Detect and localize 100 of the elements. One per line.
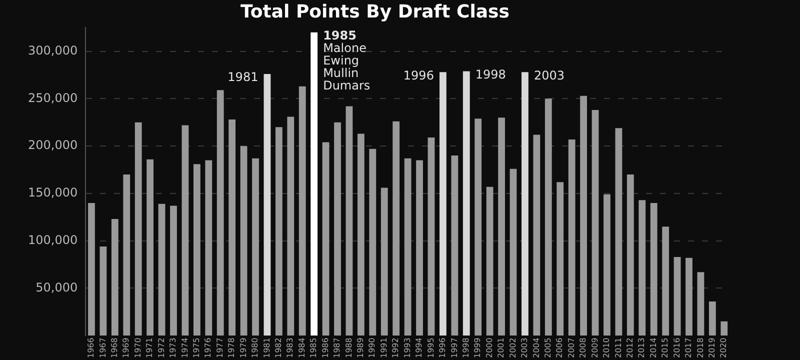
x-tick-label: 1983 — [286, 338, 295, 358]
bar — [510, 168, 517, 336]
x-tick-label: 1974 — [180, 338, 190, 358]
x-tick-label: 1969 — [122, 338, 131, 358]
x-tick-label: 2010 — [602, 338, 612, 358]
x-tick-label: 1967 — [98, 338, 108, 358]
bar — [346, 106, 353, 336]
bar — [134, 122, 142, 336]
x-tick-label: 1985 — [309, 338, 318, 358]
x-tick-label: 2005 — [543, 338, 552, 358]
y-tick-label: 100,000 — [28, 232, 78, 247]
bar — [182, 125, 189, 336]
annotation: 1985 Malone Ewing Mullin Dumars — [323, 28, 370, 92]
bar — [88, 202, 95, 336]
bar — [522, 72, 528, 336]
bar — [650, 202, 658, 336]
y-tick-label: 250,000 — [28, 90, 78, 105]
bar — [228, 120, 236, 336]
bar — [287, 116, 294, 336]
bar — [380, 188, 388, 336]
bar — [592, 110, 599, 336]
x-tick-label: 2017 — [684, 338, 694, 358]
x-tick-label: 2009 — [590, 338, 600, 358]
bar — [556, 182, 564, 336]
bar — [322, 142, 330, 336]
bar — [111, 219, 118, 336]
x-tick-label: 1984 — [297, 338, 306, 358]
x-tick-label: 2019 — [708, 338, 717, 358]
bar — [604, 194, 610, 336]
x-tick-label: 1980 — [250, 338, 260, 358]
bar — [392, 121, 400, 336]
bar — [310, 32, 318, 336]
x-tick-label: 1968 — [110, 338, 119, 358]
x-tick-label: 1992 — [391, 338, 400, 358]
bar — [193, 164, 200, 336]
bar — [533, 134, 540, 336]
x-tick-label: 1966 — [86, 338, 96, 358]
x-tick-label: 2020 — [719, 338, 728, 358]
bar — [638, 200, 646, 336]
bar — [216, 90, 224, 336]
x-tick-label: 1971 — [145, 338, 154, 358]
bar — [720, 321, 728, 336]
x-tick-label: 1970 — [133, 338, 142, 358]
x-tick-label: 2016 — [672, 338, 682, 358]
bar — [486, 186, 494, 336]
annotation: 1998 — [475, 67, 506, 82]
bar — [462, 71, 470, 336]
bar — [697, 272, 704, 336]
bar — [686, 258, 692, 336]
bar — [123, 174, 130, 336]
y-tick-label: 150,000 — [28, 186, 78, 200]
bar — [662, 226, 670, 336]
x-tick-label: 2007 — [566, 338, 576, 358]
x-tick-label: 1998 — [461, 338, 470, 358]
bar — [451, 156, 458, 336]
bar — [100, 246, 107, 336]
x-tick-label: 1995 — [426, 338, 436, 358]
bar — [708, 302, 716, 336]
x-tick-label: 1972 — [156, 338, 166, 358]
bar — [404, 158, 412, 336]
bar — [544, 98, 552, 336]
bar — [615, 128, 622, 336]
x-tick-label: 1982 — [274, 338, 284, 358]
x-tick-label: 1993 — [402, 338, 412, 358]
x-tick-label: 2014 — [648, 338, 658, 358]
bar — [440, 72, 446, 336]
x-tick-label: 1990 — [368, 338, 377, 358]
bar — [158, 204, 166, 336]
x-tick-label: 1978 — [227, 338, 236, 358]
x-tick-label: 1979 — [238, 338, 248, 358]
bar — [626, 174, 634, 336]
bar — [252, 158, 259, 336]
bar — [146, 159, 154, 336]
bar — [275, 127, 282, 336]
chart-title: Total Points By Draft Class — [240, 1, 510, 22]
bar — [264, 74, 271, 336]
x-tick-label: 1976 — [204, 338, 213, 358]
bar — [170, 206, 177, 336]
x-tick-label: 2000 — [484, 338, 494, 358]
x-tick-label: 2011 — [614, 338, 623, 358]
bar — [580, 96, 587, 336]
x-tick-label: 1988 — [344, 338, 354, 358]
annotation: 1996 — [403, 68, 434, 82]
x-tick-label: 2004 — [532, 338, 541, 358]
x-tick-label: 2008 — [578, 338, 588, 358]
x-tick-label: 2003 — [520, 338, 530, 358]
bar — [568, 139, 576, 336]
bar — [334, 122, 341, 336]
x-tick-label: 1975 — [192, 338, 202, 358]
bar — [358, 134, 364, 336]
x-tick-label: 2015 — [660, 338, 670, 358]
x-tick-label: 1981 — [262, 338, 272, 358]
bar — [205, 160, 212, 336]
annotation: 1981 — [228, 70, 258, 84]
bar — [416, 160, 423, 336]
x-tick-label: 1973 — [168, 338, 178, 358]
bar — [428, 138, 435, 336]
x-tick-label: 1999 — [473, 338, 482, 358]
x-tick-label: 1996 — [438, 338, 448, 358]
x-tick-label: 1986 — [320, 338, 330, 358]
